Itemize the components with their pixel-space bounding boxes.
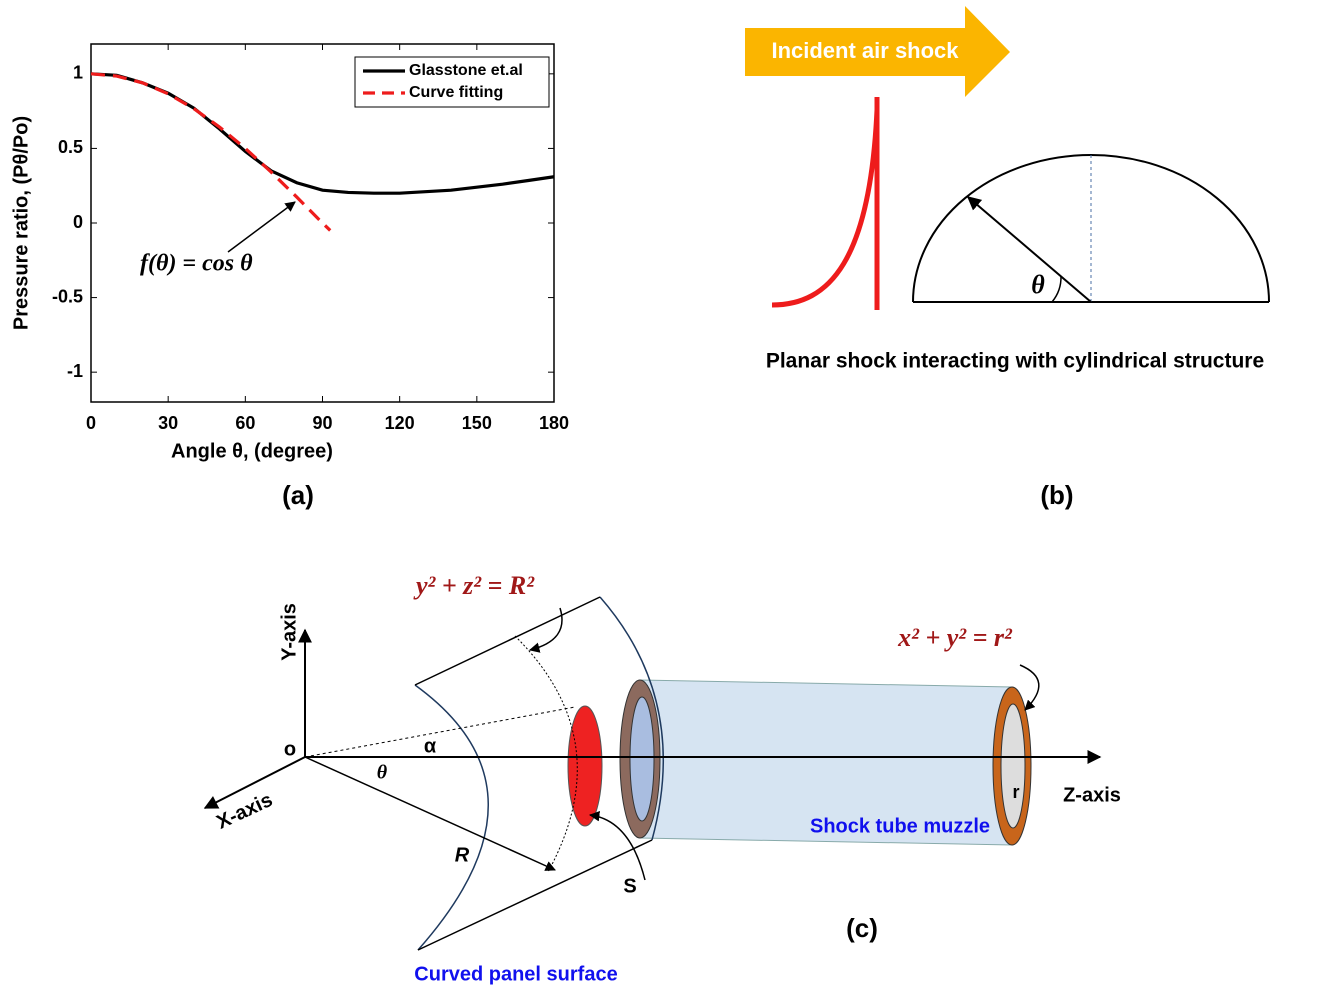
series-line: [90, 72, 332, 232]
arrow-label: Incident air shock: [771, 38, 959, 63]
y-tick-label: 1: [73, 63, 83, 83]
axis-label: Y-axis: [278, 603, 300, 661]
equation: y² + z² = R²: [413, 571, 535, 600]
theta: θ: [377, 762, 388, 784]
caption: Planar shock interacting with cylindrica…: [766, 350, 1264, 373]
annotation-arrow: [227, 201, 296, 253]
equation: x² + y² = r²: [897, 623, 1013, 652]
radius-label: R: [455, 844, 470, 866]
diagram-c: y² + z² = R² x² + y² = r² Y-axis X-axis …: [203, 571, 1121, 985]
tube-inner: [629, 696, 655, 822]
x-tick-label: 150: [462, 413, 492, 433]
y-tick-label: -1: [67, 361, 83, 381]
y-axis-label: Pressure ratio, (Pθ/Po): [10, 116, 32, 330]
shock-arrow: [745, 6, 1010, 97]
area-s: [567, 705, 603, 827]
radius-arrow: [966, 196, 1092, 303]
legend-label: Curve fitting: [409, 84, 503, 101]
x-tick-label: 0: [86, 413, 96, 433]
panel-caption: Curved panel surface: [414, 963, 617, 985]
shock-profile: [771, 109, 880, 308]
angle-label: θ: [1031, 270, 1045, 299]
alpha-line: [304, 706, 576, 758]
radius-line: [304, 756, 556, 871]
panel-bottom-edge: [417, 839, 653, 951]
alpha: α: [424, 735, 437, 757]
diagram-b: Incident air shock θ Planar shock intera…: [745, 6, 1270, 510]
area-label: S: [623, 875, 636, 897]
legend-box: [354, 56, 550, 108]
x-tick-label: 60: [235, 413, 255, 433]
panel-label: (b): [1040, 480, 1073, 510]
panel-left-edge: [414, 684, 489, 951]
series-line: [90, 72, 555, 195]
section-arc: [514, 635, 578, 873]
tube-end-inner: [1000, 703, 1026, 829]
annotation: f(θ) = cos θ: [140, 251, 253, 277]
x-tick-label: 180: [539, 413, 569, 433]
panel-label: (c): [846, 913, 878, 943]
y-tick-label: 0: [73, 212, 83, 232]
tube-label: Shock tube muzzle: [810, 815, 990, 837]
radius-label: r: [1012, 782, 1019, 802]
x-tick-label: 120: [385, 413, 415, 433]
x-axis-label: Angle θ, (degree): [171, 440, 333, 462]
panel-label: (a): [282, 480, 314, 510]
panel-top-edge: [414, 596, 601, 686]
s-arrow: [588, 810, 646, 881]
panel-right-edge: [599, 596, 665, 841]
x-tick-label: 90: [312, 413, 332, 433]
eq-arrow: [1019, 664, 1040, 711]
origin: o: [284, 738, 296, 760]
axis-label: X-axis: [213, 789, 276, 834]
x-tick-label: 30: [158, 413, 178, 433]
axis-label: Z-axis: [1063, 784, 1121, 806]
y-tick-label: 0.5: [58, 137, 83, 157]
eq-arrow: [528, 607, 563, 653]
y-tick-label: -0.5: [52, 286, 83, 306]
legend-label: Glasstone et.al: [409, 62, 523, 79]
x-axis: [203, 756, 306, 809]
angle-arc: [1051, 275, 1062, 303]
